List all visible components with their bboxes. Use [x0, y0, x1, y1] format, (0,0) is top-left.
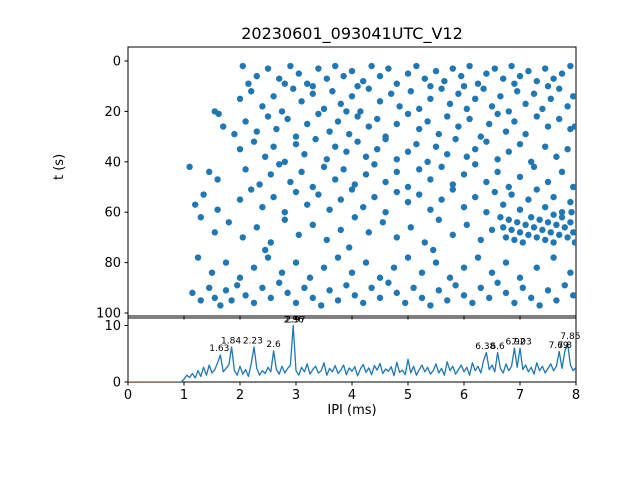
peak-annotation: 6.92 [505, 337, 525, 347]
tick-label: 0 [113, 55, 121, 70]
line-axes-frame [127, 317, 577, 383]
peak-annotation: 7.85 [560, 332, 580, 342]
peak-annotation: 7.8 [558, 341, 573, 351]
peak-annotation: 2.96 [284, 315, 304, 325]
peak-annotation: 1.63 [209, 344, 229, 354]
ipi-line [128, 324, 576, 382]
tick-label: 0 [124, 388, 132, 403]
peak-annotation: 7.69 [549, 341, 569, 351]
peak-annotations: 1.631.84 2.23 2.6 2.962.97 6.386.6 6.927.03 7.… [209, 315, 580, 354]
peak-annotation: 7.03 [512, 337, 532, 347]
tick-label: 6 [460, 388, 468, 403]
tick-label: 3 [292, 388, 300, 403]
scatter-x-ticks [127, 316, 577, 320]
tick-label: 0 [113, 376, 121, 391]
tick-label: 5 [404, 388, 412, 403]
tick-label: 8 [572, 388, 580, 403]
line-x-axis-label: IPI (ms) [327, 403, 377, 418]
tick-label: 7 [516, 388, 524, 403]
line-y-ticks: 0 10 [104, 319, 128, 391]
tick-label: 60 [104, 206, 121, 221]
scatter-points [186, 62, 576, 309]
peak-annotation: 2.97 [285, 315, 305, 325]
tick-label: 1 [180, 388, 188, 403]
peak-annotation: 1.84 [221, 336, 241, 346]
tick-label: 80 [104, 256, 121, 271]
figure-title: 20230601_093041UTC_V12 [241, 24, 463, 43]
tick-label: 40 [104, 155, 121, 170]
tick-label: 4 [348, 388, 356, 403]
peak-annotation: 2.23 [243, 336, 263, 346]
peak-annotation: 2.6 [266, 340, 281, 350]
line-x-ticks: 0 1 2 3 4 5 6 7 8 [124, 382, 580, 403]
tick-label: 10 [104, 319, 121, 334]
peak-annotation: 6.38 [475, 342, 495, 352]
scatter-y-ticks: 0 20 40 60 80 100 [96, 55, 128, 322]
tick-label: 20 [104, 105, 121, 120]
tick-label: 100 [96, 307, 121, 322]
tick-label: 2 [236, 388, 244, 403]
peak-annotation: 6.6 [490, 342, 505, 352]
